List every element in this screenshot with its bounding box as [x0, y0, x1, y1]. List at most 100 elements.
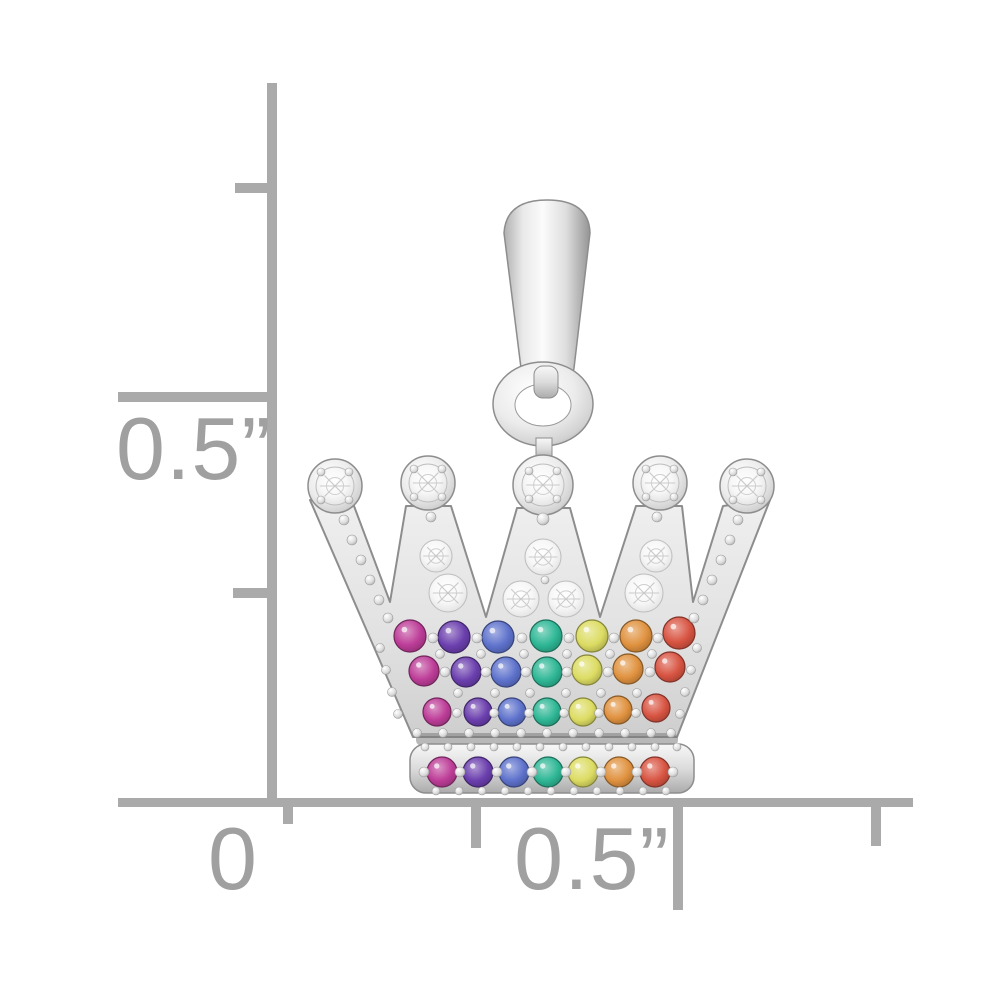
milgrain-bead — [425, 511, 437, 523]
milgrain-bead — [706, 574, 718, 586]
red-gemstone — [639, 756, 671, 788]
milgrain-bead — [569, 786, 579, 796]
milgrain-bead — [596, 688, 606, 698]
milgrain-bead — [454, 766, 466, 778]
milgrain-bead — [524, 466, 534, 476]
facet-line — [324, 475, 346, 497]
milgrain-bead — [489, 708, 499, 718]
milgrain-bead — [316, 495, 326, 505]
yellow-gemstone — [567, 756, 599, 788]
milgrain-bead — [344, 495, 354, 505]
facet-line — [736, 475, 758, 497]
yellow-gemstone — [568, 697, 598, 727]
milgrain-bead — [650, 742, 660, 752]
facet-line — [437, 582, 459, 604]
milgrain-bead — [412, 728, 422, 738]
milgrain-bead — [437, 492, 447, 502]
milgrain-bead — [454, 786, 464, 796]
gem-highlight — [647, 763, 653, 769]
milgrain-bead — [672, 742, 682, 752]
bail-tab — [533, 365, 559, 399]
milgrain-bead — [438, 728, 448, 738]
milgrain-bead — [602, 666, 614, 678]
milgrain-bead — [535, 742, 545, 752]
milgrain-bead — [480, 666, 492, 678]
milgrain-bead — [523, 786, 533, 796]
milgrain-bead — [464, 728, 474, 738]
milgrain-bead — [728, 495, 738, 505]
facet-line — [646, 546, 666, 566]
milgrain-bead — [516, 728, 526, 738]
milgrain-bead — [476, 649, 486, 659]
horizontal-ruler-zero-label: 0 — [208, 809, 258, 908]
milgrain-bead — [355, 554, 367, 566]
facet-circle — [533, 475, 553, 495]
milgrain-bead — [420, 742, 430, 752]
milgrain-bead — [316, 467, 326, 477]
inch-ruler — [118, 83, 913, 910]
milgrain-bead — [641, 492, 651, 502]
facet-circle — [650, 473, 670, 493]
gem-highlight — [575, 703, 581, 709]
facet-circle — [737, 476, 757, 496]
gem-highlight — [458, 663, 464, 669]
blue-gemstone — [490, 656, 522, 688]
horizontal-ruler-tick-minor — [871, 807, 881, 846]
milgrain-bead — [559, 708, 569, 718]
gem-highlight — [583, 626, 590, 633]
gem-highlight — [489, 627, 496, 634]
facet-line — [532, 546, 554, 568]
milgrain-bead — [490, 728, 500, 738]
facet-line — [417, 472, 439, 494]
gem-highlight — [540, 763, 546, 769]
milgrain-bead — [667, 766, 679, 778]
magenta-gemstone — [393, 619, 427, 653]
milgrain-bead — [715, 554, 727, 566]
milgrain-bead — [443, 742, 453, 752]
milgrain-bead — [393, 709, 403, 719]
horizontal-ruler-tick-zero — [283, 807, 293, 824]
crown-base-shadow — [416, 733, 678, 746]
facet-line — [531, 473, 555, 497]
milgrain-bead — [646, 728, 656, 738]
green-gemstone — [531, 656, 563, 688]
milgrain-bead — [594, 728, 604, 738]
green-gemstone — [532, 697, 562, 727]
milgrain-bead — [647, 649, 657, 659]
milgrain-bead — [552, 466, 562, 476]
green-gemstone — [532, 756, 564, 788]
milgrain-bead — [418, 766, 430, 778]
horizontal-ruler-half-inch-label: 0.5” — [514, 809, 670, 908]
milgrain-bead — [632, 688, 642, 698]
facet-line — [510, 588, 532, 610]
milgrain-bead — [466, 742, 476, 752]
milgrain-bead — [387, 687, 397, 697]
facet-line — [426, 546, 446, 566]
milgrain-bead — [519, 649, 529, 659]
facet-circle — [512, 590, 530, 608]
milgrain-bead — [409, 492, 419, 502]
gem-highlight — [579, 661, 585, 667]
horizontal-ruler-line — [118, 798, 913, 807]
milgrain-bead — [697, 594, 709, 606]
milgrain-bead — [641, 464, 651, 474]
milgrain-bead — [631, 708, 641, 718]
milgrain-bead — [344, 467, 354, 477]
milgrain-bead — [561, 688, 571, 698]
gem-highlight — [416, 662, 422, 668]
gem-highlight — [575, 763, 581, 769]
milgrain-bead — [627, 742, 637, 752]
milgrain-bead — [427, 632, 439, 644]
milgrain-bead — [561, 666, 573, 678]
horizontal-ruler-tick-minor — [471, 807, 481, 848]
milgrain-bead — [490, 688, 500, 698]
milgrain-bead — [638, 786, 648, 796]
milgrain-bead — [489, 742, 499, 752]
milgrain-bead — [346, 534, 358, 546]
facet-line — [555, 588, 577, 610]
milgrain-bead — [373, 594, 385, 606]
rainbow-crown-pendant — [307, 199, 775, 796]
milgrain-bead — [592, 786, 602, 796]
purple-gemstone — [450, 656, 482, 688]
